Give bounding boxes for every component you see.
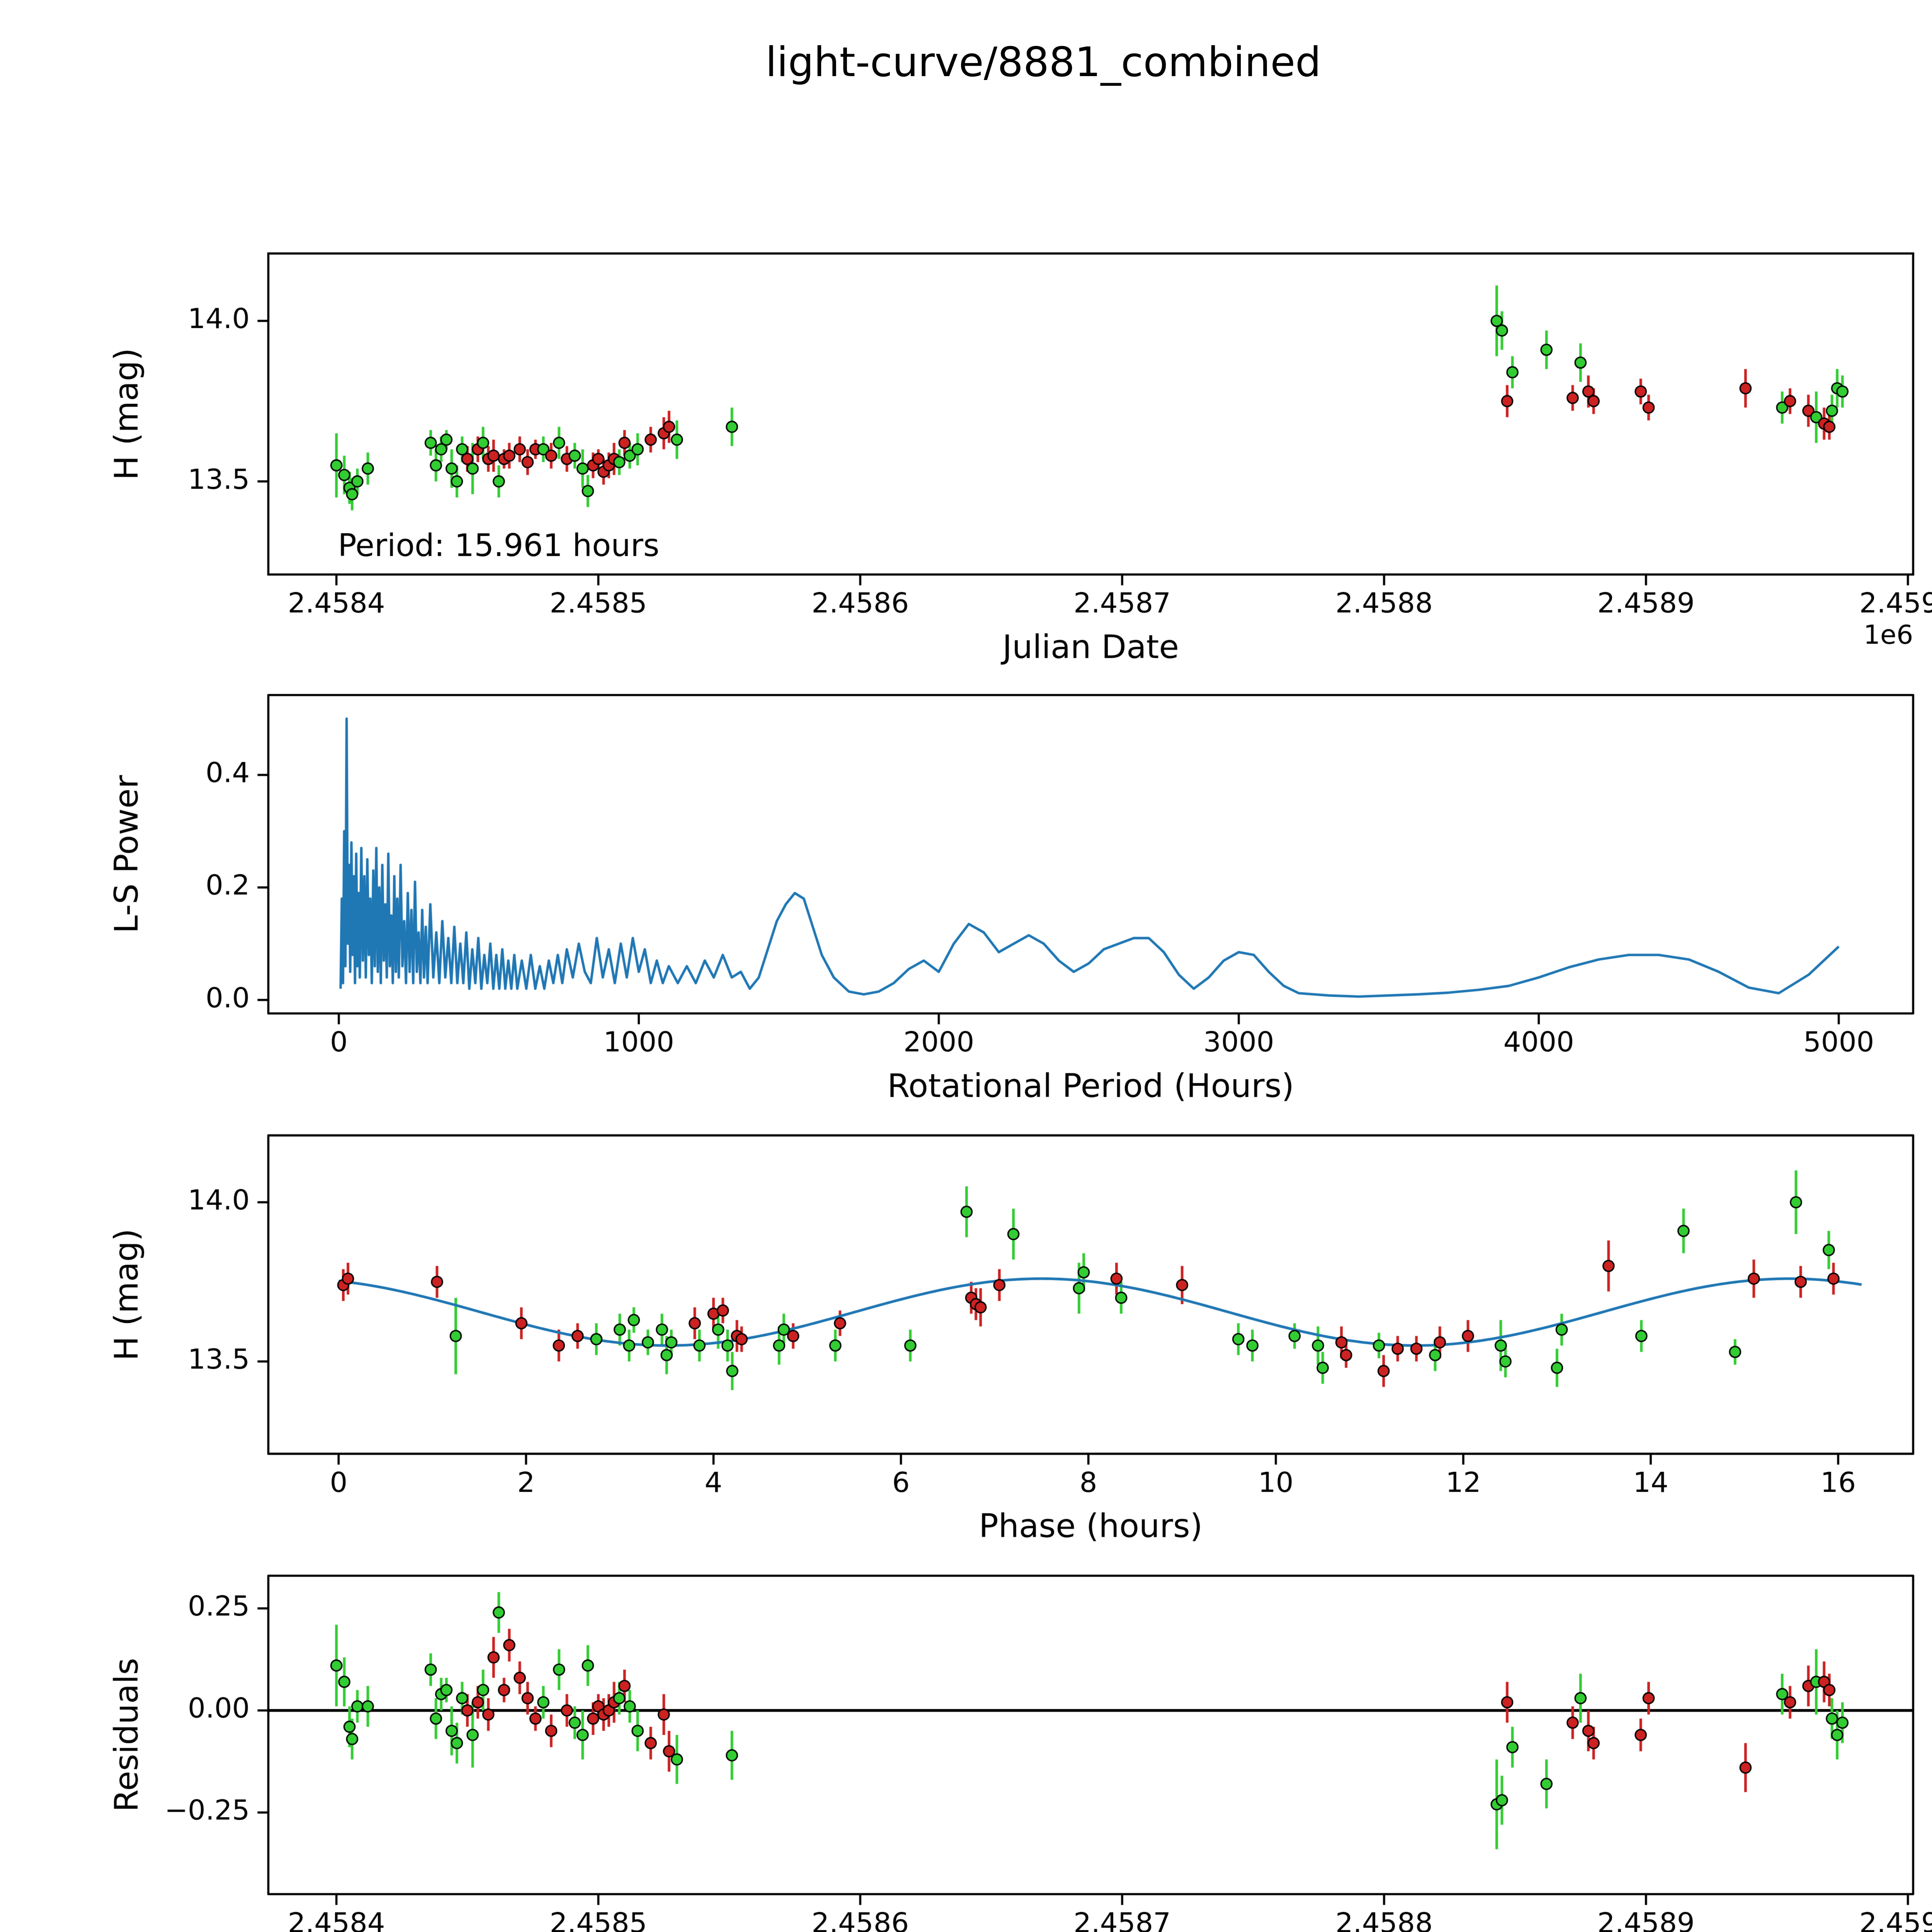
figure-title: light-curve/8881_combined	[765, 39, 1321, 86]
